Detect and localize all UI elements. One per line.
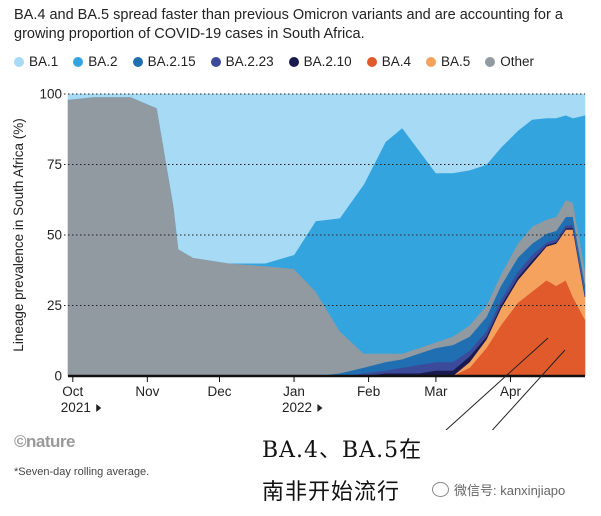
nature-logo: ©nature	[14, 432, 75, 451]
annotation-pointer-2	[491, 349, 566, 430]
x-tick-nov: Nov	[135, 384, 159, 399]
legend-label: BA.1	[29, 54, 59, 69]
legend-item-ba-2: BA.2	[73, 54, 118, 69]
legend-label: BA.2	[88, 54, 118, 69]
legend-swatch	[14, 56, 24, 67]
y-tick-0: 0	[54, 369, 62, 384]
x-year-2021: 2021	[61, 400, 91, 415]
legend-swatch	[288, 56, 299, 67]
wechat-icon	[432, 482, 449, 497]
legend-swatch	[425, 56, 436, 67]
legend-item-ba-2-10: BA.2.10	[288, 54, 352, 69]
x-year-2022: 2022	[282, 400, 312, 415]
legend-item-other: Other	[485, 54, 534, 69]
x-tick-apr: Apr	[500, 384, 522, 399]
y-axis-label: Lineage prevalence in South Africa (%)	[11, 118, 26, 351]
x-tick-dec: Dec	[207, 384, 231, 399]
legend-label: BA.4	[381, 54, 411, 69]
legend-label: BA.5	[440, 54, 471, 69]
legend-item-ba-4: BA.4	[366, 54, 411, 69]
legend-item-ba-1: BA.1	[14, 54, 58, 69]
chart-legend: BA.1 BA.2 BA.2.15 BA.2.23 BA.2.10 BA.4 BA.5 Oth…	[14, 54, 534, 69]
legend-label: BA.2.23	[225, 54, 274, 69]
legend-item-ba-5: BA.5	[425, 54, 471, 69]
y-tick-75: 75	[47, 157, 62, 172]
watermark-text: 微信号: kanxinjiapo	[454, 483, 566, 498]
legend-label: Other	[500, 54, 535, 69]
chart-title: BA.4 and BA.5 spread faster than previou…	[14, 7, 563, 42]
legend-item-ba-2-23: BA.2.23	[210, 54, 274, 69]
watermark: 微信号: kanxinjiapo	[432, 480, 565, 499]
annotation-line-2: 南非开始流行	[262, 480, 401, 505]
legend-swatch	[73, 56, 84, 67]
legend-swatch	[485, 56, 496, 67]
x-tick-jan: Jan	[283, 384, 305, 399]
x-tick-oct: Oct	[62, 384, 83, 399]
y-tick-50: 50	[47, 228, 62, 243]
annotation-line-1: BA.4、BA.5在	[262, 438, 423, 463]
legend-swatch	[366, 56, 377, 67]
legend-item-ba-2-15: BA.2.15	[132, 54, 196, 69]
legend-swatch	[210, 56, 221, 67]
legend-swatch	[132, 56, 143, 67]
y-tick-25: 25	[47, 298, 62, 313]
legend-label: BA.2.10	[303, 54, 352, 69]
annotation-pointer-1	[445, 337, 549, 430]
legend-label: BA.2.15	[147, 54, 196, 69]
y-tick-100: 100	[39, 87, 62, 102]
year-arrow-2022	[317, 404, 323, 412]
footnote: *Seven-day rolling average.	[14, 466, 150, 478]
x-tick-feb: Feb	[357, 384, 380, 399]
x-tick-mar: Mar	[424, 384, 448, 399]
year-arrow-2021	[96, 404, 102, 412]
